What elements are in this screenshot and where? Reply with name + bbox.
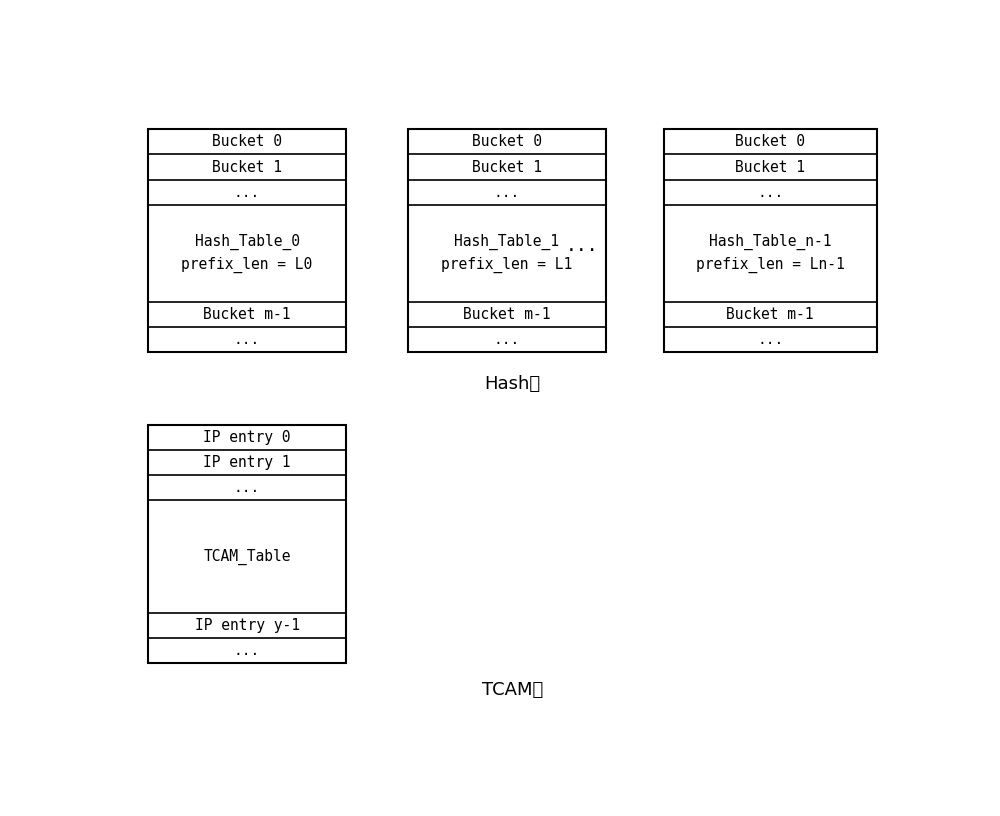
Text: TCAM_Table: TCAM_Table [203,548,291,565]
Text: Hash_Table_n-1: Hash_Table_n-1 [709,234,831,251]
Text: Bucket m-1: Bucket m-1 [726,307,814,322]
Text: ...: ... [234,332,260,348]
Text: IP entry 0: IP entry 0 [203,430,291,445]
Bar [664,129,877,353]
Text: Hash_Table_0: Hash_Table_0 [195,234,300,251]
Text: Bucket 0: Bucket 0 [472,135,542,149]
Text: ...: ... [757,332,783,348]
Text: ...: ... [234,480,260,495]
Text: Bucket 1: Bucket 1 [212,160,282,175]
Bar [148,424,346,663]
Text: Bucket 1: Bucket 1 [735,160,805,175]
Text: ...: ... [757,184,783,200]
Text: TCAM表: TCAM表 [482,681,543,698]
Text: prefix_len = Ln-1: prefix_len = Ln-1 [696,257,845,273]
Text: ...: ... [234,184,260,200]
Text: Bucket m-1: Bucket m-1 [203,307,291,322]
Text: IP entry 1: IP entry 1 [203,455,291,470]
Text: IP entry y-1: IP entry y-1 [195,619,300,633]
Text: prefix_len = L0: prefix_len = L0 [181,257,313,273]
Text: Hash_Table_1: Hash_Table_1 [454,234,559,251]
Text: prefix_len = L1: prefix_len = L1 [441,257,572,273]
Text: ...: ... [234,643,260,659]
Text: Bucket m-1: Bucket m-1 [463,307,550,322]
Bar [148,129,346,353]
Bar [408,129,606,353]
Text: Bucket 0: Bucket 0 [735,135,805,149]
Text: ...: ... [566,237,599,255]
Text: Hash表: Hash表 [484,375,541,392]
Text: ...: ... [494,184,520,200]
Text: Bucket 0: Bucket 0 [212,135,282,149]
Text: Bucket 1: Bucket 1 [472,160,542,175]
Text: ...: ... [494,332,520,348]
